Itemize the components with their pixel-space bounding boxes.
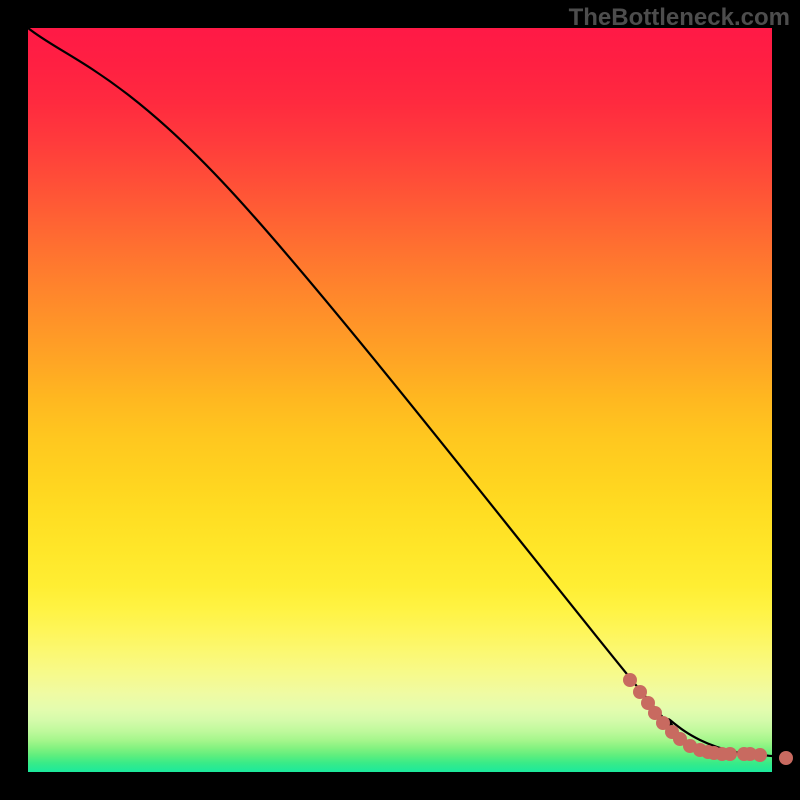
- plot-background: [28, 28, 772, 772]
- attribution-label: TheBottleneck.com: [569, 4, 790, 32]
- scatter-point: [753, 748, 767, 762]
- scatter-point: [623, 673, 637, 687]
- chart-container: TheBottleneck.com: [0, 0, 800, 800]
- chart-svg: [0, 0, 800, 800]
- scatter-point: [723, 747, 737, 761]
- scatter-point: [779, 751, 793, 765]
